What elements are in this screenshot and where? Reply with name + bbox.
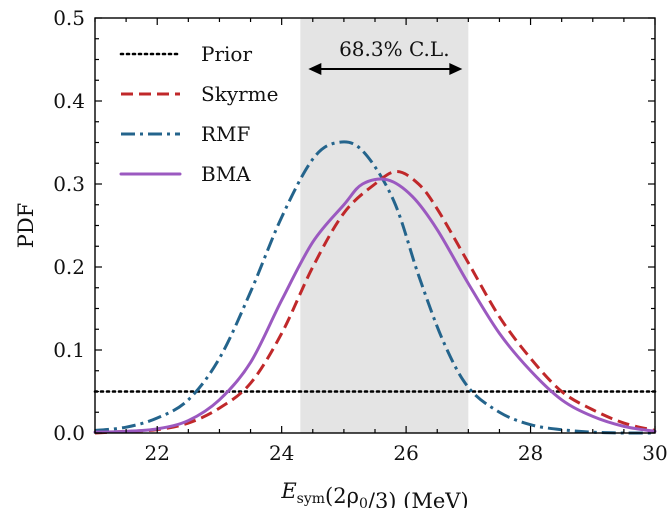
- x-axis-label-part: sym: [297, 491, 325, 507]
- x-tick-label: 28: [518, 441, 543, 465]
- y-axis-label: PDF: [14, 203, 38, 249]
- x-tick-label: 26: [393, 441, 418, 465]
- x-axis-label-part: E: [280, 479, 296, 503]
- legend-label-skyrme: Skyrme: [201, 82, 278, 106]
- series-layer: [93, 140, 657, 435]
- x-axis-label-part: 0: [359, 496, 368, 508]
- series-line-rmf: [94, 140, 656, 435]
- series-line-bma: [93, 177, 657, 434]
- legend-label-bma: BMA: [201, 162, 251, 186]
- confidence-band: [300, 18, 469, 433]
- x-tick-label: 22: [144, 441, 169, 465]
- y-tick-label: 0.5: [53, 6, 85, 30]
- y-tick-label: 0.4: [53, 89, 85, 113]
- y-tick-label: 0.1: [53, 338, 85, 362]
- confidence-band-layer: [300, 18, 469, 433]
- x-axis-label-part: /3) (MeV): [368, 489, 469, 508]
- legend-label-prior: Prior: [201, 42, 252, 66]
- x-tick-label: 24: [269, 441, 294, 465]
- x-axis-label-part: (2ρ: [325, 484, 359, 508]
- axes-layer: 22 24 26 28 30 0.0 0.1 0.2 0.3 0.4 0.5 Esym(2ρ0/3) …: [14, 6, 668, 508]
- confidence-band-label: 68.3% C.L.: [339, 37, 449, 61]
- series-line-skyrme: [94, 170, 656, 435]
- y-tick-label: 0.0: [53, 421, 85, 445]
- x-axis-label: Esym(2ρ0/3) (MeV): [280, 479, 468, 508]
- annotation-layer: 68.3% C.L.: [308, 37, 463, 75]
- arrow-head-right: [449, 63, 463, 75]
- x-tick-label: 30: [642, 441, 667, 465]
- legend: Prior Skyrme RMF BMA: [119, 42, 278, 186]
- y-tick-label: 0.3: [53, 172, 85, 196]
- legend-label-rmf: RMF: [201, 122, 251, 146]
- arrow-head-left: [308, 63, 322, 75]
- y-tick-label: 0.2: [53, 255, 85, 279]
